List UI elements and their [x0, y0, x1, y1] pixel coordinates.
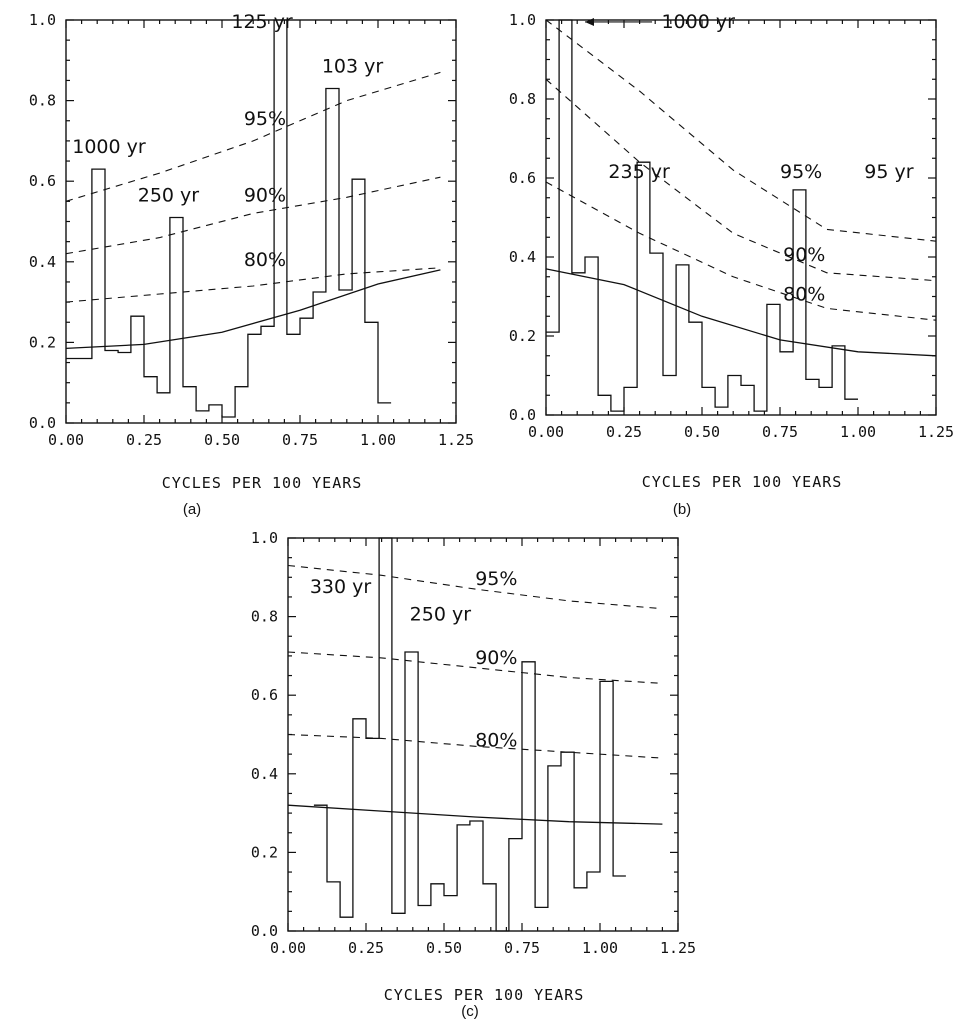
- baseline-curve-b: [545, 268, 937, 357]
- annotation-label-c: 80%: [475, 729, 517, 751]
- x-tick-label-a: 0.00: [48, 431, 84, 449]
- y-tick-label-c: 0.4: [251, 765, 278, 783]
- annotation-label-b: 95%: [780, 161, 822, 183]
- annotation-label-b: 80%: [783, 283, 825, 305]
- x-axis-label-c: CYCLES PER 100 YEARS: [384, 986, 585, 1004]
- x-tick-label-b: 0.00: [528, 423, 564, 441]
- x-tick-label-b: 0.75: [762, 423, 798, 441]
- confidence-curve-90-b: [545, 78, 937, 282]
- annotation-label-a: 1000 yr: [72, 136, 146, 158]
- x-tick-label-a: 1.00: [360, 431, 396, 449]
- spectrum-line-b: [546, 19, 858, 412]
- annotation-label-c: 95%: [475, 568, 517, 590]
- annotation-label-b: 1000 yr: [661, 11, 735, 33]
- y-tick-label-b: 0.0: [509, 406, 536, 424]
- annotation-label-a: 103 yr: [322, 55, 384, 77]
- confidence-curve-80-b: [545, 181, 937, 321]
- x-tick-label-c: 0.25: [348, 939, 384, 957]
- y-tick-label-a: 0.6: [29, 172, 56, 190]
- panel-b: (b) CYCLES PER 100 YEARS 0.00 0.25 0.50 0.7…: [509, 11, 954, 518]
- x-tick-label-b: 0.50: [684, 423, 720, 441]
- annotation-label-c: 90%: [475, 647, 517, 669]
- confidence-curve-95-a: [65, 71, 441, 202]
- confidence-curve-80-a: [65, 267, 441, 303]
- confidence-curve-90-c: [287, 651, 663, 684]
- annotation-label-a: 90%: [244, 184, 286, 206]
- y-tick-label-b: 1.0: [509, 11, 536, 29]
- x-tick-label-b: 0.25: [606, 423, 642, 441]
- x-tick-label-c: 0.00: [270, 939, 306, 957]
- x-tick-label-b: 1.25: [918, 423, 954, 441]
- confidence-curve-95-b: [545, 19, 937, 242]
- y-tick-label-b: 0.6: [509, 169, 536, 187]
- spectrum-line-a: [66, 19, 392, 418]
- plot-frame-b: [545, 19, 937, 416]
- panel-a: (a) CYCLES PER 100 YEARS 0.00 0.25 0.50 0.7…: [29, 11, 474, 518]
- x-tick-label-a: 0.25: [126, 431, 162, 449]
- annotation-arrow-b: [585, 17, 653, 26]
- annotation-label-a: 95%: [244, 108, 286, 130]
- panel-label-a: (a): [183, 501, 201, 518]
- y-tick-label-c: 0.6: [251, 686, 278, 704]
- annotation-label-b: 235 yr: [608, 161, 670, 183]
- confidence-curve-95-c: [287, 564, 663, 610]
- y-tick-label-a: 0.4: [29, 253, 56, 271]
- y-tick-label-c: 0.2: [251, 843, 278, 861]
- plot-frame-a: [65, 19, 457, 424]
- annotation-label-a: 250 yr: [138, 184, 200, 206]
- y-tick-label-a: 0.8: [29, 92, 56, 110]
- y-tick-label-b: 0.8: [509, 90, 536, 108]
- spectrum-line-c: [313, 537, 626, 932]
- panel-label-b: (b): [673, 501, 691, 518]
- y-tick-label-c: 0.8: [251, 608, 278, 626]
- x-tick-label-b: 1.00: [840, 423, 876, 441]
- panel-c: (c) CYCLES PER 100 YEARS 0.00 0.25 0.50 0.7…: [251, 529, 696, 1019]
- x-tick-label-a: 1.25: [438, 431, 474, 449]
- annotation-label-b: 95 yr: [864, 161, 913, 183]
- x-tick-label-c: 0.75: [504, 939, 540, 957]
- x-tick-label-c: 1.00: [582, 939, 618, 957]
- x-tick-label-a: 0.75: [282, 431, 318, 449]
- y-tick-label-a: 0.0: [29, 414, 56, 432]
- confidence-curve-90-a: [65, 176, 441, 255]
- y-tick-label-a: 0.2: [29, 333, 56, 351]
- baseline-curve-a: [65, 269, 441, 350]
- y-tick-label-a: 1.0: [29, 11, 56, 29]
- x-axis-label-a: CYCLES PER 100 YEARS: [162, 474, 363, 492]
- annotation-label-a: 80%: [244, 249, 286, 271]
- annotation-label-a: 125 yr: [231, 11, 293, 33]
- annotation-label-c: 250 yr: [410, 604, 472, 626]
- x-tick-label-a: 0.50: [204, 431, 240, 449]
- x-axis-label-b: CYCLES PER 100 YEARS: [642, 473, 843, 491]
- x-tick-label-c: 1.25: [660, 939, 696, 957]
- annotation-label-b: 90%: [783, 244, 825, 266]
- y-tick-label-b: 0.4: [509, 248, 536, 266]
- y-tick-label-c: 0.0: [251, 922, 278, 940]
- y-tick-label-b: 0.2: [509, 327, 536, 345]
- y-tick-label-c: 1.0: [251, 529, 278, 547]
- x-tick-label-c: 0.50: [426, 939, 462, 957]
- panel-label-c: (c): [461, 1003, 479, 1019]
- annotation-label-c: 330 yr: [310, 576, 372, 598]
